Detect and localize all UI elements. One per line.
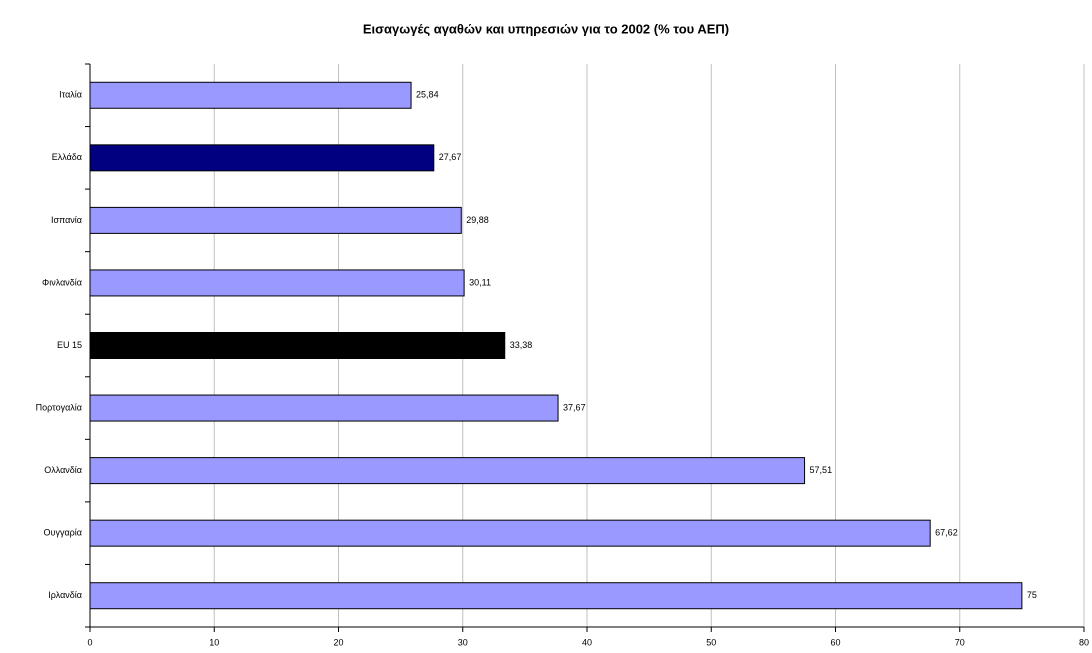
bar [89,457,806,485]
value-label: 67,62 [935,528,958,538]
value-label: 27,67 [439,152,462,162]
x-tick-label: 60 [830,637,840,647]
y-tick-label: Ολλανδία [44,465,82,475]
y-tick-label: Ισπανία [51,215,82,225]
x-tick-label: 80 [1079,637,1089,647]
bar [89,332,506,359]
x-tick-label: 70 [955,637,965,647]
value-label: 57,51 [810,465,833,475]
value-label: 25,84 [416,90,439,100]
x-tick-label: 50 [706,637,716,647]
y-tick-label: EU 15 [57,340,82,350]
y-tick-label: Φινλανδία [42,277,82,287]
bar [89,206,462,234]
bar [89,394,559,422]
chart-title: Εισαγωγές αγαθών και υπηρεσιών για το 20… [363,21,729,36]
bar [89,144,435,172]
bar [89,81,412,109]
x-tick-label: 40 [582,637,592,647]
x-tick-label: 20 [333,637,343,647]
value-label: 37,67 [563,402,586,412]
bar [89,582,1023,610]
x-tick-label: 30 [458,637,468,647]
x-tick-label: 0 [87,637,92,647]
x-tick-label: 10 [209,637,219,647]
bar [89,519,931,547]
y-tick-label: Ελλάδα [52,152,82,162]
value-label: 30,11 [469,277,491,287]
value-label: 29,88 [466,215,489,225]
y-tick-label: Ιρλανδία [48,590,82,600]
y-tick-label: Πορτογαλία [36,402,82,412]
value-label: 75 [1027,590,1037,600]
value-label: 33,38 [510,340,533,350]
y-tick-label: Ιταλία [59,90,82,100]
bar [89,269,465,297]
y-tick-label: Ουγγαρία [44,528,82,538]
